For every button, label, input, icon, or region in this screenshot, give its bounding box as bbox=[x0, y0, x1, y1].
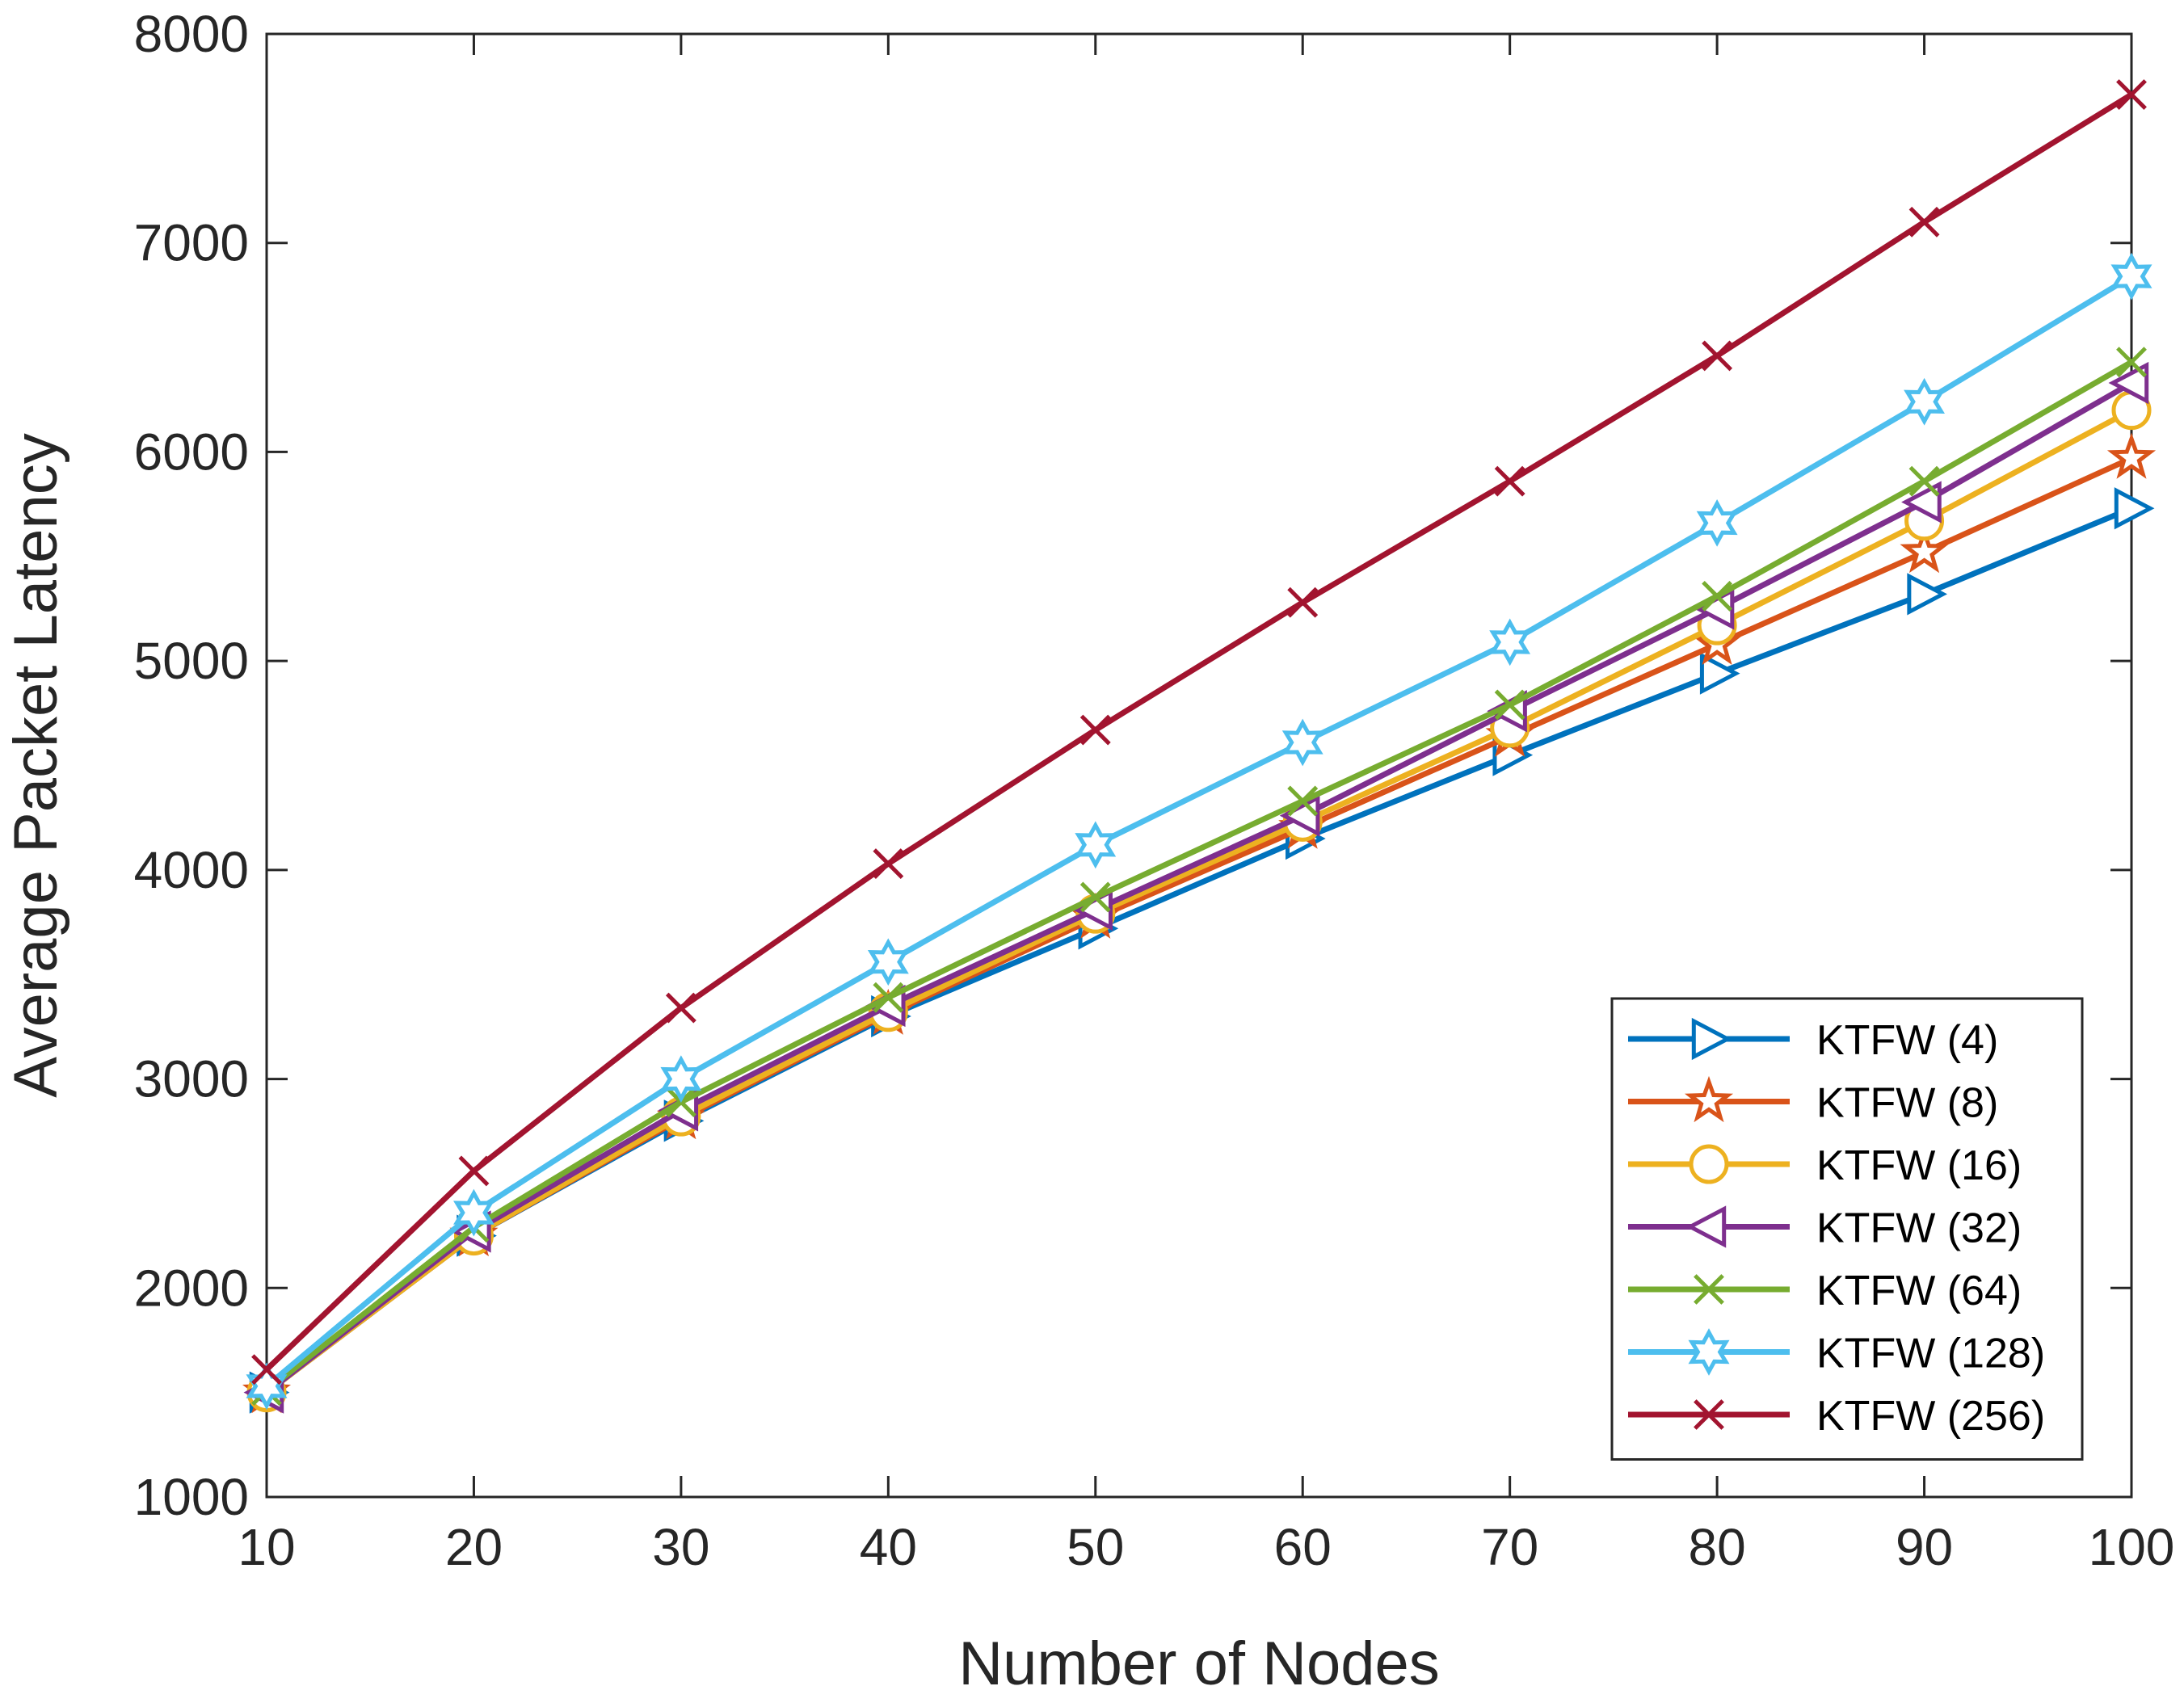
data-point bbox=[1908, 465, 1940, 497]
legend-label: KTFW (16) bbox=[1816, 1142, 2022, 1189]
legend-marker bbox=[1691, 1017, 1732, 1061]
y-tick-label: 5000 bbox=[134, 632, 249, 690]
data-point bbox=[873, 848, 904, 880]
legend-marker bbox=[1694, 1274, 1724, 1305]
legend-item: KTFW (128) bbox=[1628, 1328, 2045, 1377]
y-tick-label: 2000 bbox=[134, 1259, 249, 1317]
data-point bbox=[1287, 587, 1319, 618]
x-axis-title: Number of Nodes bbox=[958, 1629, 1440, 1698]
data-point bbox=[1904, 377, 1945, 426]
y-tick-label: 1000 bbox=[134, 1468, 249, 1526]
legend-item: KTFW (16) bbox=[1628, 1142, 2022, 1189]
data-point bbox=[1494, 465, 1525, 497]
legend-item: KTFW (8) bbox=[1628, 1075, 1998, 1127]
data-point bbox=[2106, 432, 2157, 479]
data-point bbox=[246, 1362, 288, 1411]
data-point bbox=[873, 982, 904, 1013]
y-tick-label: 4000 bbox=[134, 841, 249, 899]
data-point bbox=[867, 938, 909, 986]
data-point bbox=[453, 1188, 494, 1237]
legend-item: KTFW (256) bbox=[1628, 1393, 2045, 1440]
data-point bbox=[1079, 881, 1111, 913]
data-point bbox=[2110, 252, 2152, 301]
x-tick-label: 50 bbox=[1067, 1518, 1124, 1576]
x-tick-label: 30 bbox=[652, 1518, 709, 1576]
y-tick-label: 3000 bbox=[134, 1050, 249, 1108]
data-point bbox=[665, 992, 696, 1024]
legend-item: KTFW (32) bbox=[1628, 1205, 2022, 1252]
series-line bbox=[264, 92, 2133, 1372]
series-layer bbox=[242, 79, 2157, 1414]
x-tick-label: 100 bbox=[2089, 1518, 2175, 1576]
data-point bbox=[1699, 652, 1740, 695]
data-point bbox=[458, 1155, 490, 1187]
data-point bbox=[1287, 785, 1319, 817]
x-tick-label: 70 bbox=[1481, 1518, 1538, 1576]
y-tick-label: 7000 bbox=[134, 214, 249, 272]
legend-marker bbox=[1689, 1144, 1729, 1184]
x-tick-label: 60 bbox=[1274, 1518, 1332, 1576]
data-point bbox=[1281, 718, 1323, 767]
data-point bbox=[2116, 347, 2147, 378]
legend-label: KTFW (64) bbox=[1816, 1268, 2022, 1314]
x-tick-label: 10 bbox=[238, 1518, 295, 1576]
y-tick-label: 6000 bbox=[134, 423, 249, 481]
x-tick-label: 80 bbox=[1689, 1518, 1746, 1576]
data-point bbox=[1696, 499, 1738, 547]
data-point bbox=[1908, 206, 1940, 238]
data-point bbox=[1494, 689, 1525, 721]
series-line bbox=[264, 360, 2133, 1393]
legend-item: KTFW (64) bbox=[1628, 1268, 2022, 1314]
data-point bbox=[660, 1055, 702, 1103]
legend-marker bbox=[1685, 1205, 1727, 1248]
legend-label: KTFW (8) bbox=[1816, 1080, 1998, 1127]
legend-marker bbox=[1688, 1328, 1730, 1376]
series-5 bbox=[246, 252, 2152, 1411]
y-axis-title: Average Packet Latency bbox=[2, 433, 70, 1097]
data-point bbox=[1702, 340, 1733, 372]
legend-item: KTFW (4) bbox=[1628, 1017, 1998, 1064]
x-tick-label: 90 bbox=[1896, 1518, 1953, 1576]
series-6 bbox=[251, 79, 2147, 1386]
legend-label: KTFW (256) bbox=[1816, 1393, 2045, 1440]
legend-label: KTFW (32) bbox=[1816, 1205, 2022, 1252]
data-point bbox=[1901, 481, 1942, 524]
x-tick-label: 20 bbox=[445, 1518, 503, 1576]
data-point bbox=[1907, 573, 1948, 616]
axis-ticks: 10 20 30 40 50 60 70 80 90 100 1000 2000 3000 4000 500… bbox=[134, 5, 2175, 1576]
legend: KTFW (4) KTFW (8) KTFW (16) KTFW (32) KTFW (… bbox=[1610, 997, 2084, 1461]
series-line bbox=[264, 381, 2133, 1395]
data-point bbox=[2108, 361, 2149, 405]
data-point bbox=[1079, 714, 1111, 746]
data-point bbox=[1900, 527, 1949, 574]
y-tick-label: 8000 bbox=[134, 5, 249, 63]
legend-label: KTFW (128) bbox=[1816, 1331, 2045, 1377]
x-tick-label: 40 bbox=[860, 1518, 917, 1576]
data-point bbox=[2114, 487, 2155, 530]
series-line bbox=[264, 274, 2133, 1389]
legend-marker bbox=[1694, 1399, 1724, 1430]
data-point bbox=[251, 1354, 282, 1386]
data-point bbox=[1489, 618, 1531, 666]
data-point bbox=[1702, 581, 1733, 612]
legend-label: KTFW (4) bbox=[1816, 1017, 1998, 1064]
data-point bbox=[2116, 79, 2147, 110]
data-point bbox=[1075, 821, 1117, 869]
legend-marker bbox=[1684, 1075, 1734, 1123]
series-line bbox=[264, 407, 2133, 1395]
